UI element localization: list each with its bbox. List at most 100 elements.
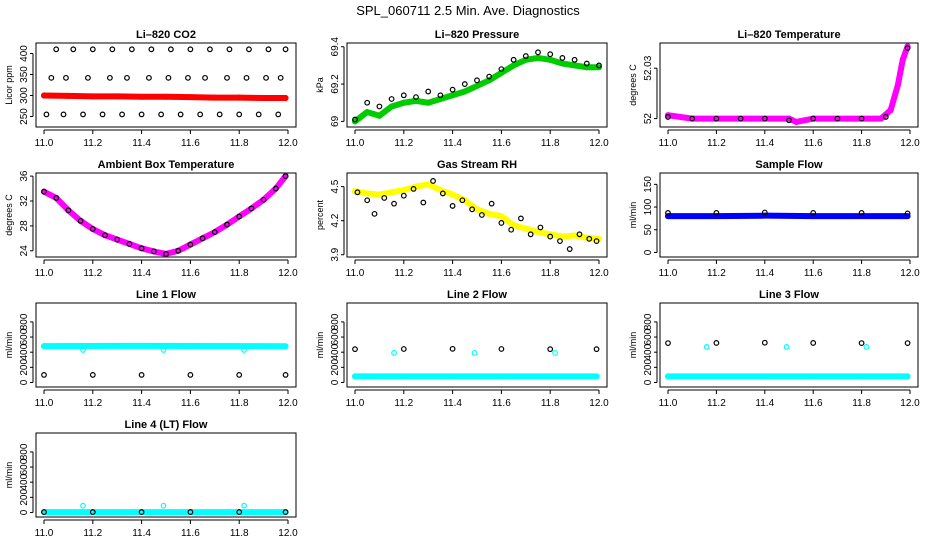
data-point xyxy=(437,92,444,99)
x-tick-label: 11.0 xyxy=(35,268,54,279)
li820-co2-ylabel: Licor ppm xyxy=(4,65,14,105)
y-tick-label: 350 xyxy=(19,66,30,83)
x-tick-label: 11.0 xyxy=(35,528,54,539)
data-point xyxy=(263,74,269,81)
data-point xyxy=(904,340,911,347)
x-tick-label: 11.2 xyxy=(83,528,102,539)
data-point xyxy=(89,371,96,378)
x-tick-label: 12.0 xyxy=(589,268,609,279)
data-point xyxy=(535,54,541,61)
data-point xyxy=(77,218,84,224)
line-3-flow-series-raw xyxy=(665,373,911,380)
data-point xyxy=(41,371,47,378)
y-tick-label: 400 xyxy=(19,45,30,62)
data-point xyxy=(282,509,289,515)
data-point xyxy=(224,221,230,228)
y-tick-label: 0 xyxy=(19,379,30,385)
x-tick-label: 11.6 xyxy=(181,528,200,539)
data-point xyxy=(713,373,720,380)
data-point xyxy=(593,373,600,380)
data-point xyxy=(474,206,480,213)
y-tick-label: 3.9 xyxy=(330,247,341,261)
line-4-lt-flow-series-avg xyxy=(41,509,289,515)
x-tick-label: 12.0 xyxy=(900,138,920,149)
data-point xyxy=(376,191,383,198)
data-point xyxy=(449,86,456,93)
line-4-lt-flow-panel: Line 4 (LT) Flow 11.0 11.2 11.4 11.6 11.8 12.0… xyxy=(4,419,298,539)
data-point xyxy=(461,88,468,95)
y-tick-label: 300 xyxy=(19,87,30,104)
data-point xyxy=(85,74,91,81)
data-point xyxy=(810,340,817,346)
data-point xyxy=(352,116,358,123)
li820-temperature-series-avg xyxy=(665,45,911,124)
data-point xyxy=(486,210,493,217)
data-point xyxy=(138,111,145,118)
data-point xyxy=(665,112,671,119)
ambient-box-temperature-title: Ambient Box Temperature xyxy=(98,159,235,171)
sample-flow-ylabel: ml/min xyxy=(628,202,638,229)
li820-co2-title: Li–820 CO2 xyxy=(136,29,196,41)
line-1-flow-series-avg xyxy=(41,371,289,378)
data-point xyxy=(248,205,255,212)
data-point xyxy=(138,509,145,515)
y-tick-label: 50 xyxy=(643,224,654,236)
line-2-flow-title: Line 2 Flow xyxy=(447,289,507,301)
data-point xyxy=(471,350,478,356)
x-tick-label: 11.6 xyxy=(181,398,200,409)
gas-stream-rh-series-avg xyxy=(354,178,600,252)
data-point xyxy=(400,192,407,199)
x-tick-label: 11.0 xyxy=(346,268,365,279)
x-tick-label: 11.6 xyxy=(492,138,511,149)
x-tick-label: 11.4 xyxy=(443,138,462,149)
data-point xyxy=(226,46,233,53)
data-point xyxy=(547,346,554,353)
data-point xyxy=(352,373,358,380)
x-tick-label: 11.8 xyxy=(852,268,871,279)
data-point xyxy=(371,210,378,217)
data-point xyxy=(114,236,121,243)
y-tick-label: 100 xyxy=(643,198,654,215)
y-tick-label: 0 xyxy=(643,249,654,255)
figure-title: SPL_060711 2.5 Min. Ave. Diagnostics xyxy=(356,3,580,18)
data-point xyxy=(102,232,108,239)
data-point xyxy=(761,373,768,380)
x-tick-label: 12.0 xyxy=(278,138,298,149)
x-tick-label: 11.2 xyxy=(394,138,413,149)
li820-pressure-ylabel: kPa xyxy=(315,77,325,93)
data-point xyxy=(65,207,72,214)
x-tick-label: 12.0 xyxy=(589,138,609,149)
data-point xyxy=(571,56,578,63)
gas-stream-rh-ylabel: percent xyxy=(315,199,325,230)
data-point xyxy=(89,509,96,515)
y-tick-label: 400 xyxy=(330,343,341,360)
data-point xyxy=(187,241,194,248)
x-tick-label: 11.0 xyxy=(346,398,365,409)
data-point xyxy=(364,197,371,204)
y-tick-label: 800 xyxy=(330,313,341,330)
data-point xyxy=(146,74,152,81)
y-tick-label: 69 xyxy=(330,115,341,127)
data-point xyxy=(381,195,388,201)
x-tick-label: 11.4 xyxy=(132,268,151,279)
data-point xyxy=(282,343,289,350)
data-point xyxy=(858,340,865,347)
data-point xyxy=(858,115,865,122)
x-tick-label: 12.0 xyxy=(900,268,920,279)
y-tick-label: 250 xyxy=(19,108,30,125)
data-point xyxy=(498,346,505,352)
data-point xyxy=(197,111,204,118)
li820-temperature-plot-frame xyxy=(659,42,919,128)
x-tick-label: 11.6 xyxy=(181,268,200,279)
data-point xyxy=(737,115,744,122)
data-point xyxy=(547,56,554,63)
data-point xyxy=(665,373,671,380)
li820-co2-series-raw xyxy=(41,92,289,102)
data-point xyxy=(904,43,911,50)
y-tick-label: 200 xyxy=(643,359,654,376)
data-point xyxy=(425,99,432,106)
data-point xyxy=(80,111,86,118)
data-point xyxy=(211,229,218,236)
data-point xyxy=(425,88,432,95)
data-point xyxy=(207,46,213,53)
